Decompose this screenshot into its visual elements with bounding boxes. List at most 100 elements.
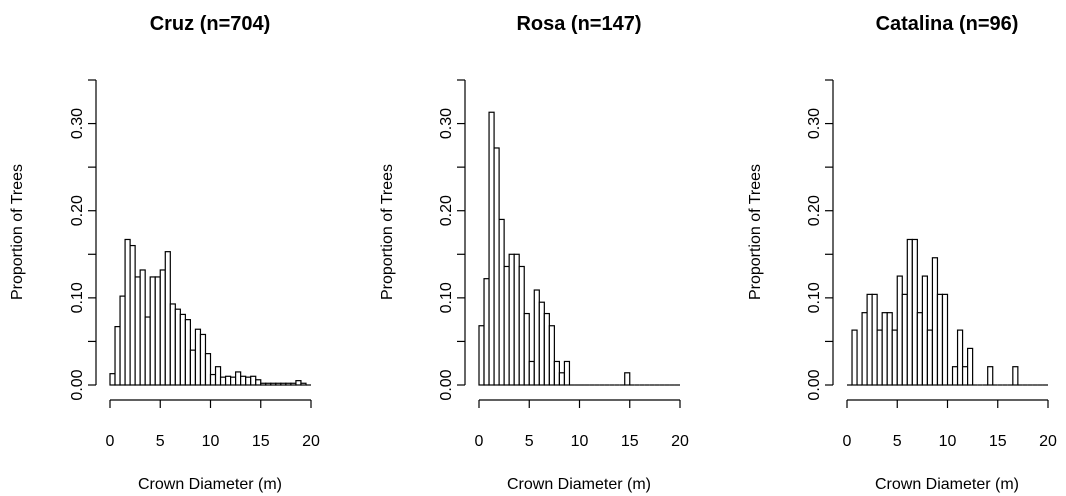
x-axis-label: Crown Diameter (m)	[138, 476, 282, 493]
histogram-bar	[1012, 366, 1019, 386]
histogram-bar	[558, 372, 566, 386]
histogram-bar	[936, 293, 944, 386]
y-tick-label: 0.10	[438, 282, 455, 313]
histogram-bar	[926, 329, 934, 386]
histogram-bar	[245, 376, 252, 386]
x-tick-label: 10	[571, 433, 589, 450]
histogram-bar	[230, 376, 237, 386]
x-tick-label: 0	[475, 433, 484, 450]
x-tick-label: 0	[106, 433, 115, 450]
x-tick-label: 0	[843, 433, 852, 450]
histogram-bar	[174, 308, 181, 386]
histogram-bar	[493, 147, 500, 386]
histogram-bar	[194, 328, 202, 386]
histogram-bar	[523, 312, 530, 386]
histogram-bar	[478, 325, 485, 386]
plot-area: 0 5 10 15 20 0.00 0.10 0.20 0.30	[806, 79, 1057, 450]
histogram-bar	[956, 329, 964, 386]
x-tick-label: 15	[989, 433, 1007, 450]
histogram-bar	[563, 360, 571, 386]
histogram-bar	[966, 347, 974, 386]
histogram-bar	[235, 371, 242, 386]
histogram-bar	[255, 379, 262, 386]
histogram-bar	[149, 276, 156, 386]
histogram-bar	[851, 329, 858, 386]
chart-title: Rosa (n=147)	[516, 13, 641, 35]
histogram-bar	[134, 276, 141, 386]
x-tick-label: 20	[1039, 433, 1057, 450]
y-axis-label: Proportion of Trees	[379, 164, 396, 300]
histogram-bar	[987, 366, 994, 386]
histogram-bar	[265, 382, 272, 386]
histogram-bar	[518, 265, 525, 386]
x-tick-label: 10	[202, 433, 220, 450]
x-axis-label: Crown Diameter (m)	[507, 476, 651, 493]
panel-catalina: Catalina (n=96) Crown Diameter (m) Propo…	[747, 13, 1057, 493]
x-tick-label: 5	[525, 433, 534, 450]
y-tick-label: 0.00	[806, 369, 823, 400]
histogram-bar	[483, 278, 490, 386]
x-tick-label: 20	[671, 433, 689, 450]
histogram-bar	[209, 373, 217, 386]
histogram-bar	[114, 326, 121, 386]
histogram-bar	[270, 382, 277, 386]
histogram-bar	[179, 313, 186, 386]
histogram-bar	[189, 349, 197, 386]
histogram-bar	[961, 366, 969, 386]
plot-area: 0 5 10 15 20 0.00 0.10 0.20 0.30	[69, 79, 320, 450]
y-tick-label: 0.10	[806, 282, 823, 313]
histogram-bar	[224, 375, 232, 386]
histogram-bar	[164, 251, 171, 386]
histogram-bar	[921, 275, 929, 386]
histogram-bar	[548, 325, 555, 386]
y-tick-label: 0.30	[438, 108, 455, 139]
histogram-bar	[214, 366, 222, 386]
y-tick-label: 0.30	[806, 108, 823, 139]
y-axis-label: Proportion of Trees	[747, 164, 764, 300]
histogram-bar	[624, 372, 631, 386]
x-tick-label: 15	[252, 433, 270, 450]
histogram-bar	[881, 312, 888, 386]
x-axis-label: Crown Diameter (m)	[875, 476, 1019, 493]
histogram-bar	[300, 382, 307, 386]
histogram-bar	[169, 303, 176, 386]
x-tick-label: 10	[939, 433, 957, 450]
y-tick-label: 0.00	[438, 369, 455, 400]
histogram-bar	[871, 293, 878, 386]
y-tick-label: 0.30	[69, 108, 86, 139]
x-tick-label: 5	[156, 433, 165, 450]
histogram-bar	[498, 218, 505, 386]
histogram-bar	[901, 293, 908, 386]
x-tick-label: 5	[893, 433, 902, 450]
histogram-bar	[508, 253, 515, 386]
histogram-bar	[280, 382, 287, 386]
histogram-bar	[199, 333, 207, 386]
histogram-bar	[285, 382, 292, 386]
histogram-bar	[275, 382, 282, 386]
histogram-bar	[876, 329, 883, 386]
histogram-bar	[861, 312, 868, 386]
histogram-bar	[260, 382, 267, 386]
y-tick-label: 0.00	[69, 369, 86, 400]
histogram-bar	[553, 360, 561, 386]
histogram-bar	[866, 293, 873, 386]
histogram-bar	[538, 301, 545, 386]
y-tick-label: 0.20	[438, 195, 455, 226]
histogram-bar	[240, 375, 247, 386]
histogram-bar	[219, 376, 227, 386]
histogram-bar	[109, 373, 116, 386]
histogram-bar	[543, 312, 550, 386]
histogram-bar	[290, 382, 297, 386]
histogram-bar	[295, 380, 302, 386]
y-axis-label: Proportion of Trees	[9, 164, 26, 300]
histogram-bar	[513, 253, 520, 386]
panel-cruz: Cruz (n=704) Crown Diameter (m) Proporti…	[9, 13, 320, 493]
chart-title: Catalina (n=96)	[876, 13, 1019, 35]
histogram-bar	[154, 276, 161, 386]
histogram-bar	[951, 366, 959, 386]
histogram-bar	[250, 375, 257, 386]
histogram-bar	[911, 238, 918, 386]
panel-rosa: Rosa (n=147) Crown Diameter (m) Proporti…	[379, 13, 689, 493]
y-tick-label: 0.20	[69, 195, 86, 226]
